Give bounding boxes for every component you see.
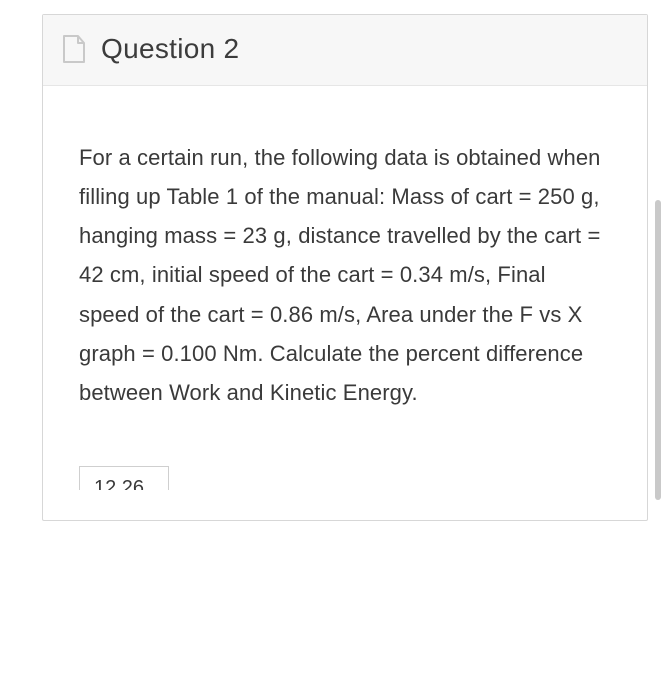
question-card: Question 2 For a certain run, the follow… — [42, 14, 648, 521]
vertical-scrollbar[interactable] — [655, 200, 661, 500]
document-icon — [61, 34, 87, 64]
answer-input[interactable]: 12.26 — [79, 466, 169, 490]
question-body: For a certain run, the following data is… — [43, 86, 647, 520]
answer-row: 12.26 — [79, 466, 605, 490]
question-prompt: For a certain run, the following data is… — [79, 138, 605, 412]
question-header: Question 2 — [43, 15, 647, 86]
question-title: Question 2 — [101, 33, 239, 65]
